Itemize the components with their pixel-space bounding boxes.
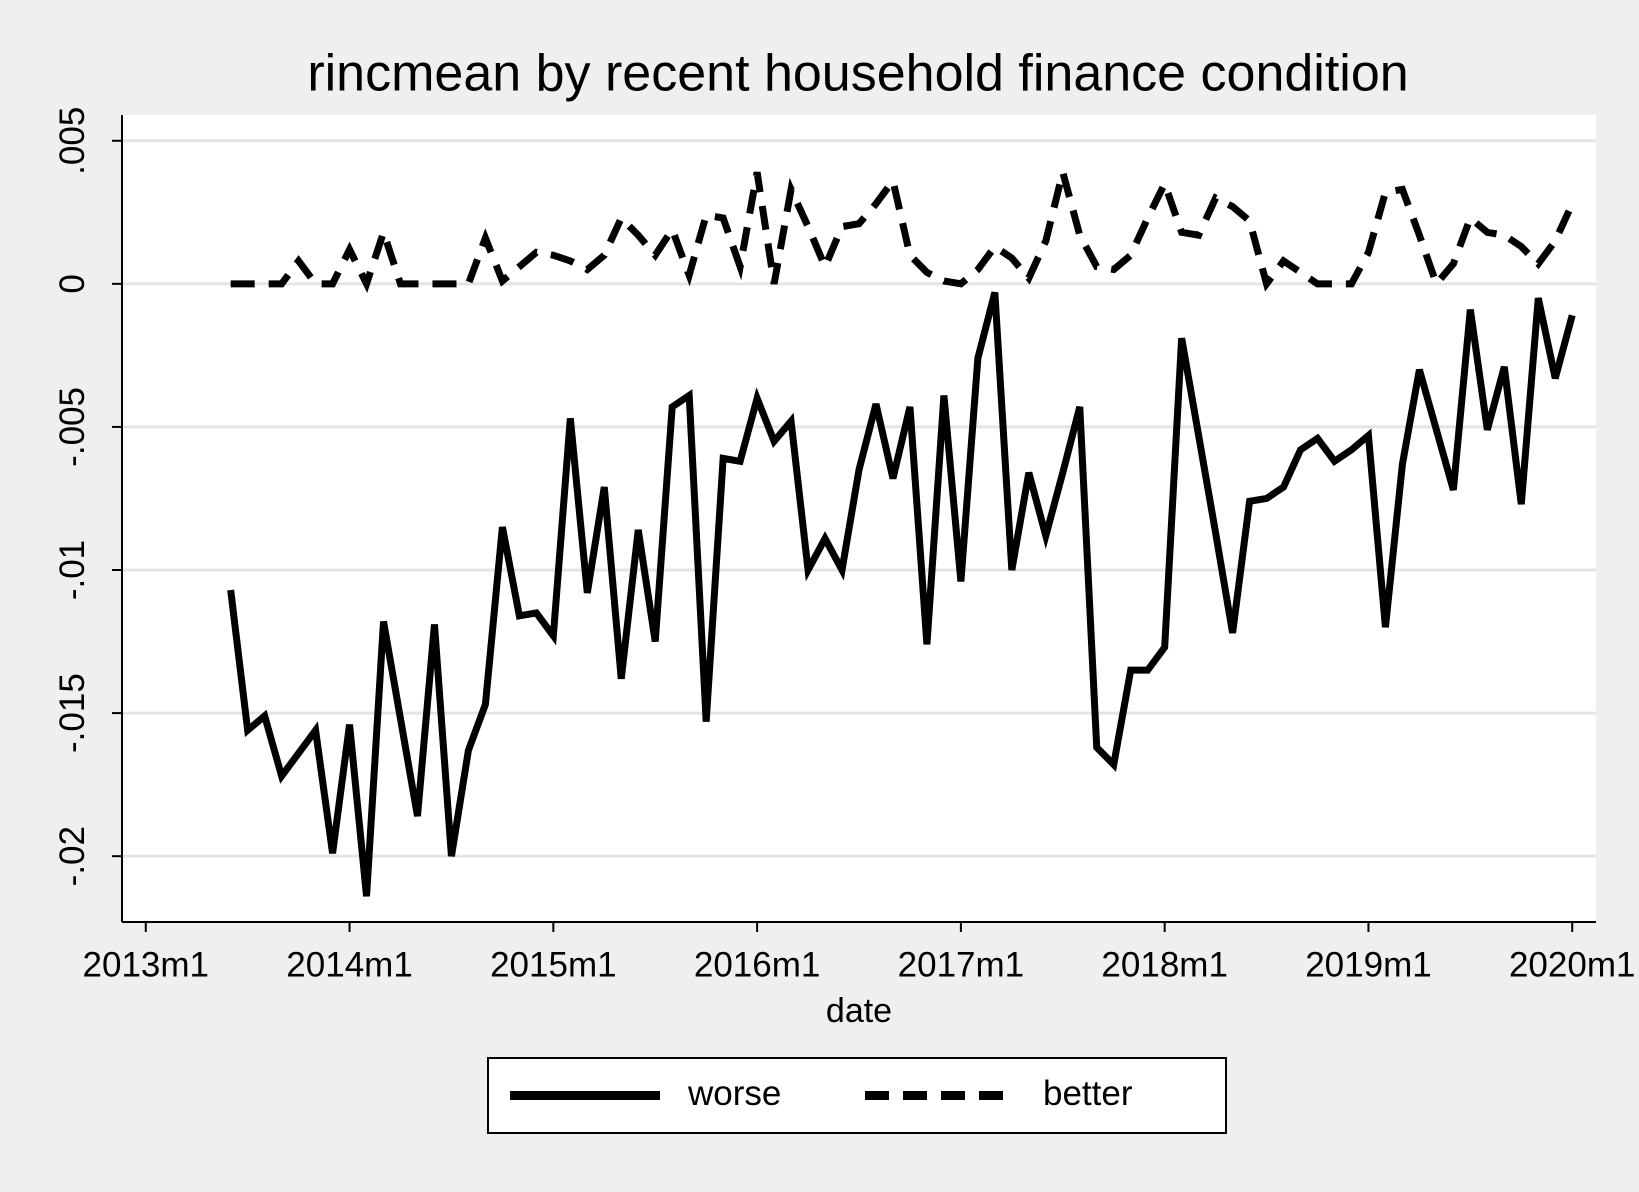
y-tick-label: .005 — [53, 107, 92, 175]
x-tick-label: 2019m1 — [1305, 945, 1431, 984]
x-tick-label: 2017m1 — [898, 945, 1024, 984]
x-tick-label: 2014m1 — [286, 945, 412, 984]
x-tick-label: 2013m1 — [83, 945, 209, 984]
x-tick-label: 2018m1 — [1101, 945, 1227, 984]
plot-area — [122, 115, 1596, 922]
y-tick-label: -.005 — [53, 387, 92, 467]
legend-label: worse — [687, 1074, 781, 1113]
line-series — [227, 291, 1576, 897]
y-tick-label: -.015 — [53, 673, 92, 753]
x-tick-label: 2016m1 — [694, 945, 820, 984]
x-tick-label: 2020m1 — [1509, 945, 1635, 984]
chart-title: rincmean by recent household finance con… — [307, 45, 1408, 103]
line-series — [230, 158, 1576, 294]
legend-label: better — [1043, 1074, 1133, 1113]
x-axis-label: date — [826, 992, 892, 1030]
y-tick-label: -.02 — [53, 826, 92, 886]
x-tick-label: 2015m1 — [490, 945, 616, 984]
y-tick-label: -.01 — [53, 540, 92, 600]
y-tick-label: 0 — [53, 274, 92, 293]
